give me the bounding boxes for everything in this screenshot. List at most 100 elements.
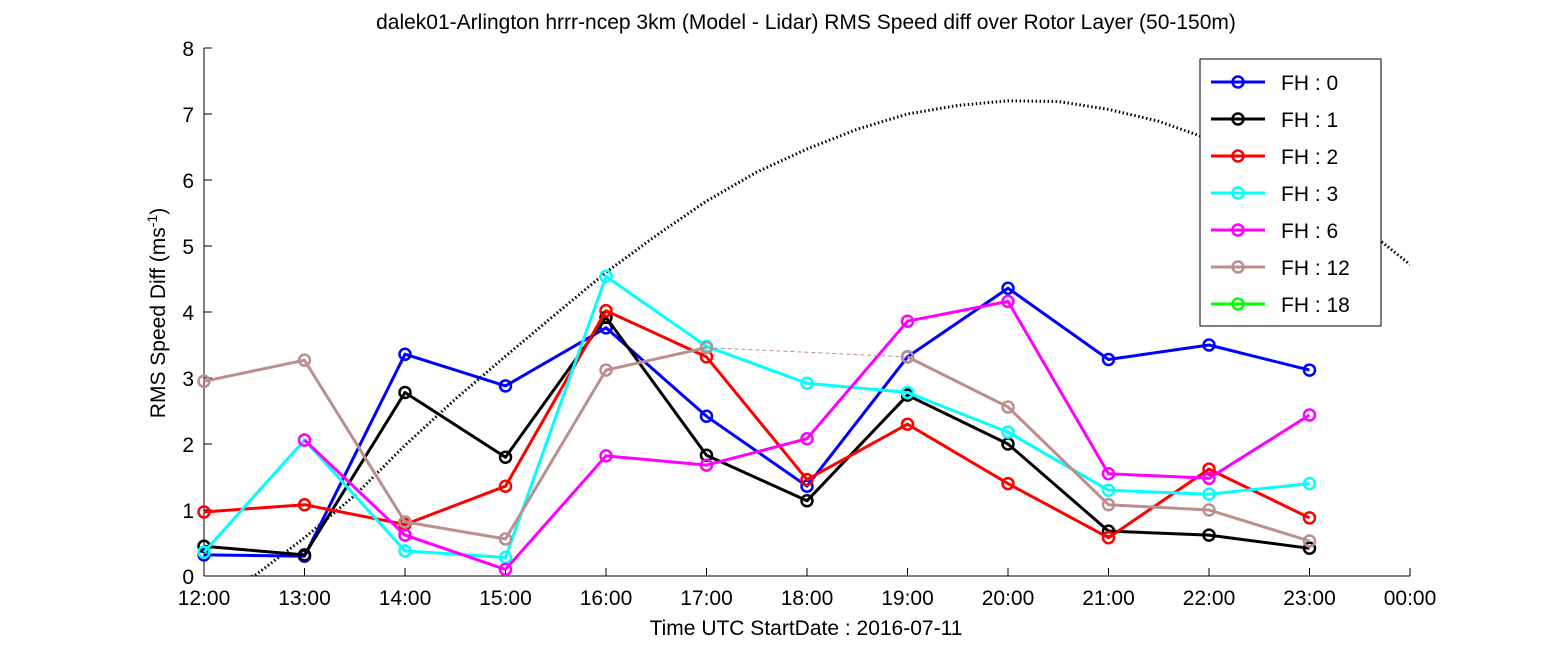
series-fh-1 <box>197 310 1317 562</box>
series-gap-connector <box>706 347 908 358</box>
data-point <box>1202 471 1216 486</box>
data-point <box>498 379 513 393</box>
series-fh-6 <box>297 294 1317 577</box>
data-point <box>1202 487 1216 501</box>
data-point <box>1001 400 1015 414</box>
y-ticks: 0 1 2 3 4 5 6 7 8 <box>182 38 212 589</box>
y-axis-label-main: RMS Speed Diff (ms <box>147 227 170 418</box>
x-tick-label: 17:00 <box>680 587 733 610</box>
data-point <box>297 353 312 367</box>
data-point <box>1101 466 1116 481</box>
y-tick-label: 6 <box>182 170 194 193</box>
series-fh-0 <box>197 281 1317 563</box>
series-line <box>303 299 1311 571</box>
data-point <box>1302 476 1317 491</box>
data-point <box>599 363 613 377</box>
legend-entry-label: FH : 0 <box>1281 72 1338 95</box>
series-fh-3 <box>197 269 1317 565</box>
y-axis-label-superscript: -1 <box>144 215 160 228</box>
data-point <box>1001 294 1015 309</box>
data-point <box>498 450 513 464</box>
legend-entry-label: FH : 18 <box>1281 294 1350 317</box>
reference-curve-layer <box>244 99 1410 576</box>
plot-area <box>197 269 1317 577</box>
data-point <box>1101 530 1116 545</box>
data-point <box>1202 462 1216 476</box>
data-point <box>800 472 814 487</box>
data-point <box>1302 408 1317 422</box>
x-tick-label: 00:00 <box>1384 587 1437 610</box>
x-tick-label: 18:00 <box>781 587 834 610</box>
series-line <box>202 274 1310 559</box>
data-point <box>699 340 714 355</box>
data-point <box>1202 338 1216 352</box>
x-tick-label: 14:00 <box>379 587 432 610</box>
reference-curve <box>244 99 1410 576</box>
legend-swatch-marker <box>1231 149 1245 163</box>
y-axis-label: RMS Speed Diff (ms-1) <box>144 208 170 418</box>
data-point <box>1001 476 1015 491</box>
data-point <box>498 479 513 493</box>
y-tick-label: 3 <box>182 368 194 391</box>
data-point <box>699 409 714 424</box>
legend-entry-label: FH : 2 <box>1281 146 1338 169</box>
y-tick-label: 5 <box>182 236 194 259</box>
data-point <box>1101 483 1116 497</box>
chart-title: dalek01-Arlington hrrr-ncep 3km (Model -… <box>376 11 1236 34</box>
data-point <box>1302 363 1317 377</box>
data-point <box>398 347 412 361</box>
data-point <box>1101 352 1116 367</box>
data-point <box>398 544 412 558</box>
x-axis-label: Time UTC StartDate : 2016-07-11 <box>650 617 963 640</box>
legend-swatch-marker <box>1231 112 1245 126</box>
data-point <box>1302 541 1317 556</box>
x-tick-label: 23:00 <box>1283 587 1336 610</box>
legend-entry-label: FH : 6 <box>1281 220 1338 243</box>
data-point <box>297 548 312 562</box>
legend-swatch-marker <box>1231 260 1245 274</box>
series-line <box>203 286 1310 558</box>
data-point <box>1202 503 1216 517</box>
data-point <box>900 314 915 328</box>
series-line <box>906 355 1310 543</box>
legend-swatch-marker <box>1231 297 1245 311</box>
x-tick-label: 19:00 <box>881 587 934 610</box>
x-tick-label: 16:00 <box>580 587 633 610</box>
data-point <box>197 374 211 389</box>
data-point <box>900 417 915 431</box>
data-point <box>197 545 211 559</box>
data-point <box>800 376 814 391</box>
y-tick-label: 1 <box>182 500 194 523</box>
x-tick-label: 15:00 <box>479 587 532 610</box>
data-point <box>900 350 915 364</box>
x-tick-label: 22:00 <box>1183 587 1236 610</box>
data-point <box>1001 425 1015 439</box>
series-line <box>203 315 1310 557</box>
series-line <box>203 346 707 541</box>
data-point <box>498 562 513 577</box>
data-point <box>1001 281 1015 295</box>
legend-swatch-marker <box>1231 75 1245 89</box>
data-point <box>599 269 613 284</box>
data-point <box>599 303 613 318</box>
x-ticks: 12:00 13:00 14:00 15:00 16:00 17:00 18:00 19:00… <box>178 568 1437 610</box>
y-tick-label: 7 <box>182 104 194 127</box>
data-point <box>800 431 814 446</box>
data-point <box>398 528 412 542</box>
data-point <box>699 458 714 472</box>
legend: FH : 0 FH : 1 FH : 2 FH : 3 FH : 6 FH : 12 FH … <box>1199 58 1382 327</box>
y-axis-label-close: ) <box>147 208 170 215</box>
data-point <box>1202 528 1216 542</box>
y-tick-label: 8 <box>182 38 194 61</box>
legend-entry-label: FH : 1 <box>1281 109 1338 132</box>
y-tick-label: 4 <box>182 302 194 325</box>
legend-entry-label: FH : 3 <box>1281 183 1338 206</box>
data-point <box>1302 511 1317 525</box>
y-tick-label: 0 <box>182 566 194 589</box>
data-point <box>1302 534 1317 548</box>
data-point <box>297 497 312 512</box>
data-point <box>900 385 915 400</box>
data-point <box>498 532 513 546</box>
x-tick-label: 21:00 <box>1082 587 1135 610</box>
